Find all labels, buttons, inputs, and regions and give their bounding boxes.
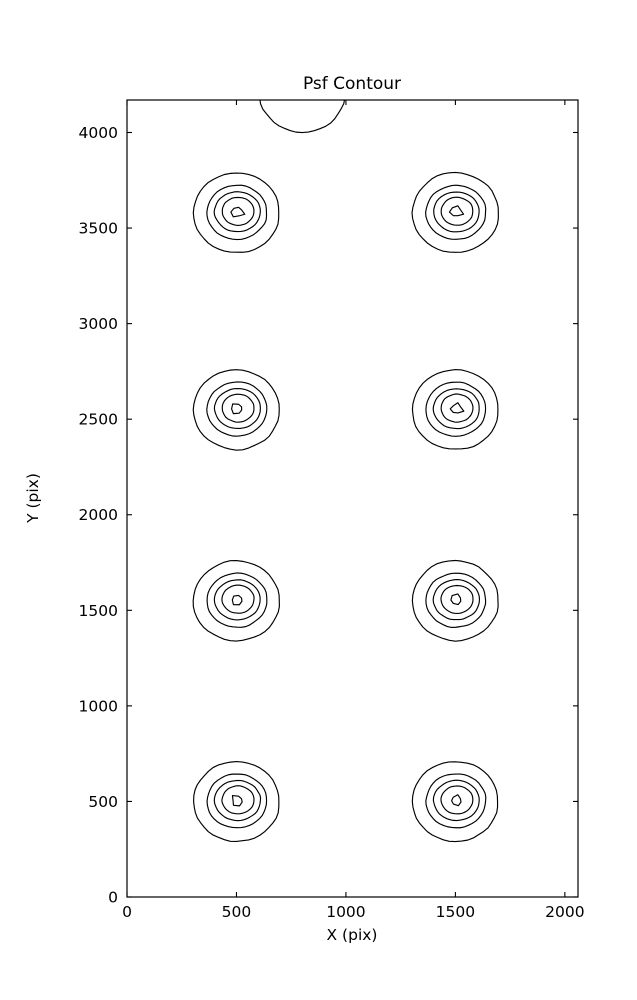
contour-ring (213, 388, 261, 430)
y-tick-label: 500 (88, 793, 118, 811)
y-tick-label: 4000 (79, 124, 118, 142)
contour-ring (221, 584, 255, 614)
axes-background (127, 100, 578, 897)
contour-ring (449, 402, 465, 414)
contour-ring (230, 206, 246, 218)
x-tick-labels: 0 500 1000 1500 2000 (122, 903, 585, 921)
contour-ring (425, 184, 487, 240)
contour-ring (451, 794, 462, 807)
contour-ring (231, 794, 243, 807)
contour-ring (411, 171, 499, 253)
y-axis-label: Y (pix) (24, 473, 42, 524)
x-tick-label: 2000 (545, 903, 584, 921)
psf-contour-group (259, 100, 346, 134)
y-tick-label: 0 (108, 889, 118, 907)
axes-frame (126, 99, 579, 898)
contour-ring (213, 779, 262, 822)
y-tick-label: 1500 (79, 602, 118, 620)
contour-ring (432, 388, 480, 430)
y-tick-label: 3000 (79, 315, 118, 333)
contour-ring (411, 368, 499, 450)
y-tick-label: 1000 (79, 697, 118, 715)
contour-ring (213, 579, 261, 621)
contour-ring (432, 779, 480, 822)
psf-contour-group (411, 761, 499, 843)
y-tick-label: 3500 (79, 220, 118, 238)
x-tick-label: 500 (222, 903, 252, 921)
contour-ring (193, 760, 280, 843)
contour-ring (192, 560, 280, 642)
contour-ring (425, 572, 487, 628)
x-tick-label: 0 (122, 903, 132, 921)
contour-ring (448, 205, 465, 217)
y-tick-label: 2000 (79, 506, 118, 524)
x-tick-label: 1500 (436, 903, 475, 921)
contour-ring (411, 559, 499, 642)
contour-ring (192, 369, 280, 451)
contour-ring (206, 381, 268, 437)
contour-ring (206, 572, 268, 628)
psf-contour-group (192, 560, 280, 642)
contour-ring (425, 773, 487, 829)
tick-marks (126, 100, 578, 898)
psf-contour-group (411, 368, 499, 450)
psf-contour-group (411, 171, 499, 253)
y-tick-label: 2500 (79, 411, 118, 429)
x-axis-label: X (pix) (327, 926, 378, 944)
contour-ring (231, 403, 243, 415)
page-title: Psf Contour (303, 74, 401, 94)
contour-ring (221, 196, 255, 226)
contour-ring (440, 584, 474, 614)
contour-ring (411, 761, 499, 843)
contour-ring (432, 579, 481, 621)
psf-contour-group (193, 760, 280, 843)
contour-ring (221, 785, 255, 815)
contour-ring (440, 393, 474, 423)
contour-ring (206, 184, 268, 241)
contour-ring (192, 172, 280, 253)
psf-contour-group (411, 559, 499, 642)
contour-ring (433, 191, 480, 233)
contour-ring (440, 785, 474, 815)
contour-ring (213, 191, 261, 233)
contour-ring (425, 381, 487, 437)
contour-ring (221, 393, 255, 423)
x-tick-label: 1000 (326, 903, 365, 921)
contour-ring (259, 100, 346, 134)
contour-ring (450, 593, 462, 606)
contour-ring (440, 196, 474, 226)
contour-ring (231, 594, 243, 606)
psf-contour-group (192, 172, 280, 253)
contour-layer (192, 100, 499, 843)
psf-contour-group (192, 369, 280, 451)
y-tick-labels: 0 500 1000 1500 2000 2500 3000 3500 4000 (79, 124, 118, 907)
contour-ring (206, 773, 268, 829)
